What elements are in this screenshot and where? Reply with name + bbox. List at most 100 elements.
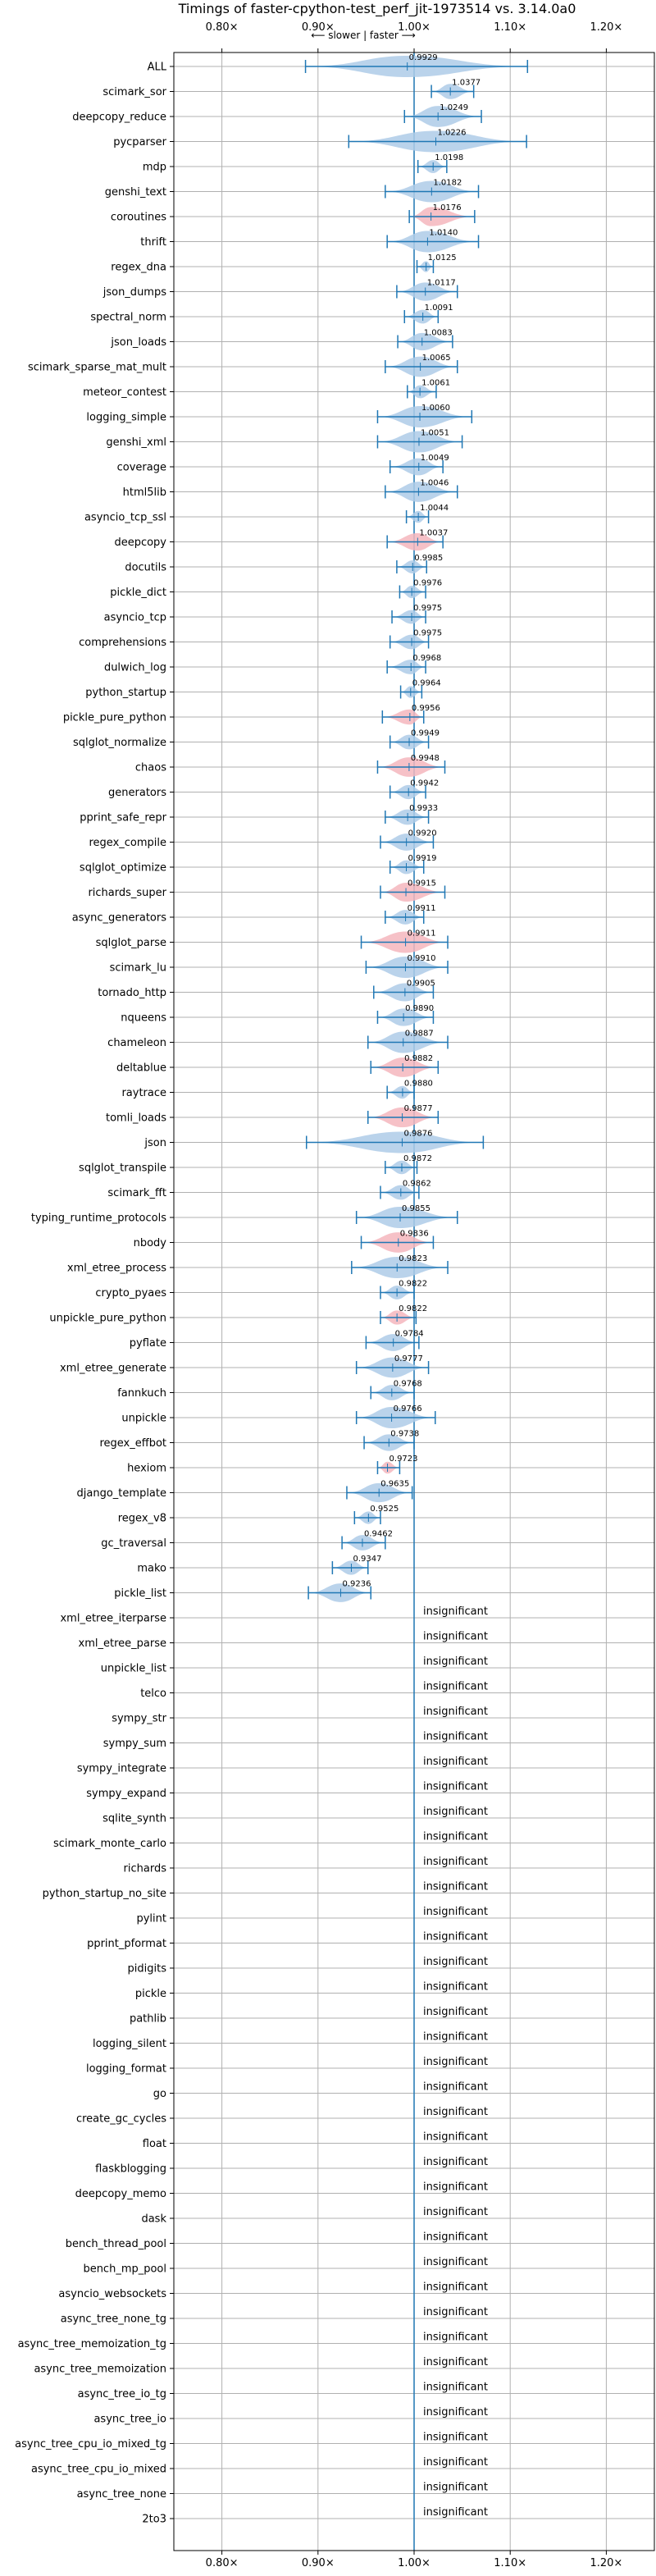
insignificant-label: insignificant <box>423 2506 488 2519</box>
benchmark-label: telco <box>140 1688 166 1700</box>
benchmark-label: mdp <box>143 162 166 174</box>
benchmark-label: async_tree_memoization_tg <box>18 2338 166 2350</box>
insignificant-label: insignificant <box>423 1981 488 1994</box>
benchmark-label: dulwich_log <box>104 662 166 674</box>
benchmark-label: scimark_sor <box>102 86 166 98</box>
value-label: 1.0051 <box>421 429 449 438</box>
benchmark-label: chaos <box>135 762 166 774</box>
x-tick-label-top: 1.00× <box>398 21 430 34</box>
value-label: 1.0049 <box>421 454 449 463</box>
benchmark-label: bench_thread_pool <box>66 2238 166 2250</box>
value-label: 1.0176 <box>433 203 462 212</box>
insignificant-label: insignificant <box>423 1706 488 1718</box>
benchmark-label: async_tree_memoization <box>34 2364 166 2376</box>
benchmark-label: generators <box>108 787 166 799</box>
benchmark-label: tornado_http <box>98 987 166 999</box>
benchmark-label: float <box>143 2138 166 2150</box>
x-tick-label-top: 1.20× <box>590 21 622 34</box>
benchmark-label: async_tree_cpu_io_mixed <box>31 2464 166 2476</box>
insignificant-label: insignificant <box>423 1856 488 1868</box>
x-tick-label-top: 0.80× <box>206 21 239 34</box>
value-label: 1.0249 <box>440 103 468 112</box>
insignificant-label: insignificant <box>423 1781 488 1793</box>
benchmark-label: flaskblogging <box>95 2163 166 2176</box>
chart-title: Timings of faster-cpython-test_perf_jit-… <box>178 1 576 17</box>
direction-label: ⟵ slower | faster ⟶ <box>311 30 416 41</box>
benchmark-label: xml_etree_parse <box>79 1637 166 1650</box>
insignificant-label: insignificant <box>423 2406 488 2418</box>
benchmark-label: mako <box>137 1563 166 1575</box>
value-label: 0.9911 <box>408 929 436 939</box>
value-label: 0.9462 <box>364 1530 393 1539</box>
benchmark-label: xml_etree_iterparse <box>60 1613 166 1625</box>
benchmark-label: sqlglot_optimize <box>80 862 166 875</box>
insignificant-label: insignificant <box>423 2482 488 2494</box>
benchmark-label: asyncio_websockets <box>58 2288 166 2300</box>
value-label: 0.9880 <box>404 1080 433 1089</box>
benchmark-label: async_tree_cpu_io_mixed_tg <box>15 2438 166 2450</box>
benchmark-label: xml_etree_generate <box>60 1363 166 1375</box>
x-tick-label-bottom: 1.10× <box>494 2557 526 2569</box>
value-label: 0.9236 <box>342 1580 371 1589</box>
value-label: 0.9723 <box>390 1455 418 1464</box>
value-label: 0.9890 <box>405 1004 434 1013</box>
benchmark-label: scimark_fft <box>107 1187 166 1199</box>
benchmark-label: unpickle_list <box>101 1663 166 1675</box>
benchmark-label: pycparser <box>113 136 166 148</box>
benchmark-label: json_dumps <box>102 286 166 299</box>
benchmark-label: coroutines <box>111 212 166 224</box>
benchmark-label: async_tree_io <box>93 2414 166 2426</box>
value-label: 0.9949 <box>411 729 440 738</box>
benchmark-label: regex_effbot <box>99 1437 166 1450</box>
value-label: 0.9822 <box>399 1280 427 1289</box>
value-label: 0.9929 <box>409 53 438 62</box>
benchmark-label: fannkuch <box>117 1387 166 1400</box>
benchmark-label: regex_compile <box>89 837 166 849</box>
benchmark-label: pprint_safe_repr <box>80 812 166 824</box>
value-label: 1.0037 <box>419 529 448 538</box>
benchmark-label: xml_etree_process <box>67 1263 166 1275</box>
value-label: 0.9915 <box>408 879 436 888</box>
x-tick-label-bottom: 0.90× <box>302 2557 335 2569</box>
benchmark-label: nqueens <box>121 1012 166 1025</box>
benchmark-label: sqlglot_normalize <box>73 737 166 749</box>
benchmark-label: crypto_pyaes <box>95 1287 166 1299</box>
insignificant-label: insignificant <box>423 2181 488 2194</box>
value-label: 0.9882 <box>404 1054 433 1063</box>
value-label: 0.9887 <box>405 1030 434 1039</box>
benchmark-label: comprehensions <box>79 637 166 649</box>
benchmark-label: sympy_sum <box>103 1738 166 1750</box>
insignificant-label: insignificant <box>423 1631 488 1643</box>
benchmark-label: deepcopy <box>114 537 166 549</box>
value-label: 0.9766 <box>394 1404 422 1414</box>
benchmark-label: ALL <box>148 62 167 74</box>
insignificant-label: insignificant <box>423 2432 488 2444</box>
benchmark-label: hexiom <box>127 1463 166 1475</box>
value-label: 0.9975 <box>413 629 442 638</box>
labels-layer: 0.80× 0.80× 0.90× 0.90× 1.00× 1.00× 1.10× 1.10×… <box>15 21 622 2569</box>
insignificant-label: insignificant <box>423 2382 488 2394</box>
value-label: 0.9905 <box>407 980 435 989</box>
value-label: 0.9784 <box>395 1330 424 1339</box>
value-label: 1.0091 <box>425 304 453 313</box>
insignificant-label: insignificant <box>423 1806 488 1818</box>
benchmark-label: bench_mp_pool <box>83 2263 166 2276</box>
benchmark-label: richards <box>124 1863 167 1875</box>
x-tick-label-bottom: 1.00× <box>398 2557 430 2569</box>
benchmark-label: async_tree_none_tg <box>61 2313 166 2326</box>
benchmark-label: unpickle_pure_python <box>49 1313 166 1325</box>
benchmark-label: json_loads <box>110 336 166 349</box>
benchmark-label: deepcopy_reduce <box>72 112 166 124</box>
value-label: 1.0117 <box>427 279 456 288</box>
value-label: 1.0083 <box>424 329 453 338</box>
value-label: 0.9920 <box>408 829 437 838</box>
benchmark-label: sqlglot_parse <box>96 937 166 949</box>
x-tick-label-top: 0.90× <box>302 21 335 34</box>
insignificant-label: insignificant <box>423 2106 488 2118</box>
insignificant-label: insignificant <box>423 1881 488 1893</box>
benchmark-label: pickle <box>135 1988 166 2000</box>
benchmark-label: gc_traversal <box>101 1537 166 1550</box>
insignificant-label: insignificant <box>423 1656 488 1668</box>
value-label: 0.9872 <box>403 1154 432 1163</box>
insignificant-label: insignificant <box>423 2206 488 2218</box>
